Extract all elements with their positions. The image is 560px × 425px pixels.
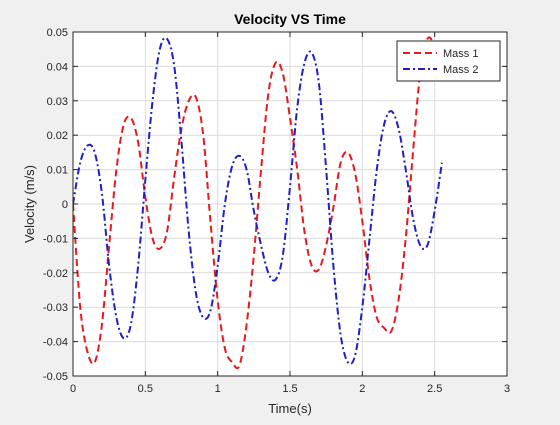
y-axis-label: Velocity (m/s) — [22, 165, 37, 243]
x-tick-label: 1.5 — [282, 383, 297, 395]
y-tick-label: -0.02 — [43, 268, 68, 280]
y-tick-label: 0.01 — [47, 165, 68, 177]
y-tick-label: -0.01 — [43, 233, 68, 245]
legend-box — [396, 40, 501, 82]
legend: Mass 1 Mass 2 — [396, 40, 501, 82]
y-tick-label: 0.02 — [47, 130, 68, 142]
legend-label: Mass 2 — [443, 64, 478, 76]
ticks: 0 0.5 1 1.5 2 2.5 3 -0.05 -0.04 -0.03 -0.02 -0.01 0 0… — [43, 27, 510, 395]
y-tick-label: -0.04 — [43, 337, 68, 349]
y-tick-label: -0.03 — [43, 302, 68, 314]
legend-label: Mass 1 — [443, 48, 478, 60]
y-tick-label: 0 — [62, 199, 68, 211]
x-tick-label: 3 — [504, 383, 510, 395]
x-axis-label: Time(s) — [268, 401, 312, 416]
x-tick-label: 0.5 — [138, 383, 153, 395]
x-tick-label: 2 — [359, 383, 365, 395]
y-tick-label: 0.03 — [47, 96, 68, 108]
x-tick-label: 0 — [70, 383, 76, 395]
x-tick-label: 2.5 — [427, 383, 442, 395]
y-tick-label: -0.05 — [43, 371, 68, 383]
chart-title: Velocity VS Time — [234, 11, 346, 27]
series-line-mass-2 — [73, 36, 443, 365]
series-group — [73, 36, 443, 370]
x-tick-label: 1 — [215, 383, 221, 395]
y-tick-label: 0.05 — [47, 27, 68, 39]
series-line-mass-1 — [73, 36, 443, 370]
y-tick-label: 0.04 — [47, 61, 68, 73]
